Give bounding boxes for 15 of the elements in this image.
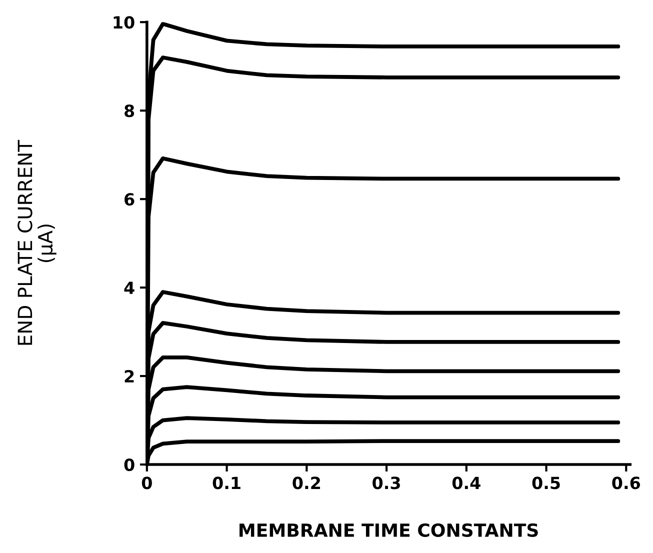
x-axis-title: MEMBRANE TIME CONSTANTS — [240, 523, 538, 537]
y-tick-label: 4 — [124, 282, 134, 294]
y-tick-label: 10 — [114, 16, 134, 29]
y-tick-label: 6 — [124, 193, 134, 206]
x-tick-label: 0.2 — [292, 476, 320, 490]
x-tick-label: 0.6 — [612, 476, 640, 490]
x-tick-label: 0.4 — [452, 476, 480, 490]
x-tick-label: 0 — [142, 476, 152, 490]
y-axis-title: END PLATE CURRENT (μA) — [18, 140, 56, 345]
x-tick-label: 0.1 — [212, 476, 240, 490]
x-tick-label: 0.3 — [372, 476, 400, 490]
y-tick-label: 0 — [124, 458, 134, 472]
y-tick-label: 2 — [124, 370, 134, 382]
x-tick-label: 0.5 — [532, 476, 560, 490]
y-tick-label: 8 — [124, 104, 134, 118]
